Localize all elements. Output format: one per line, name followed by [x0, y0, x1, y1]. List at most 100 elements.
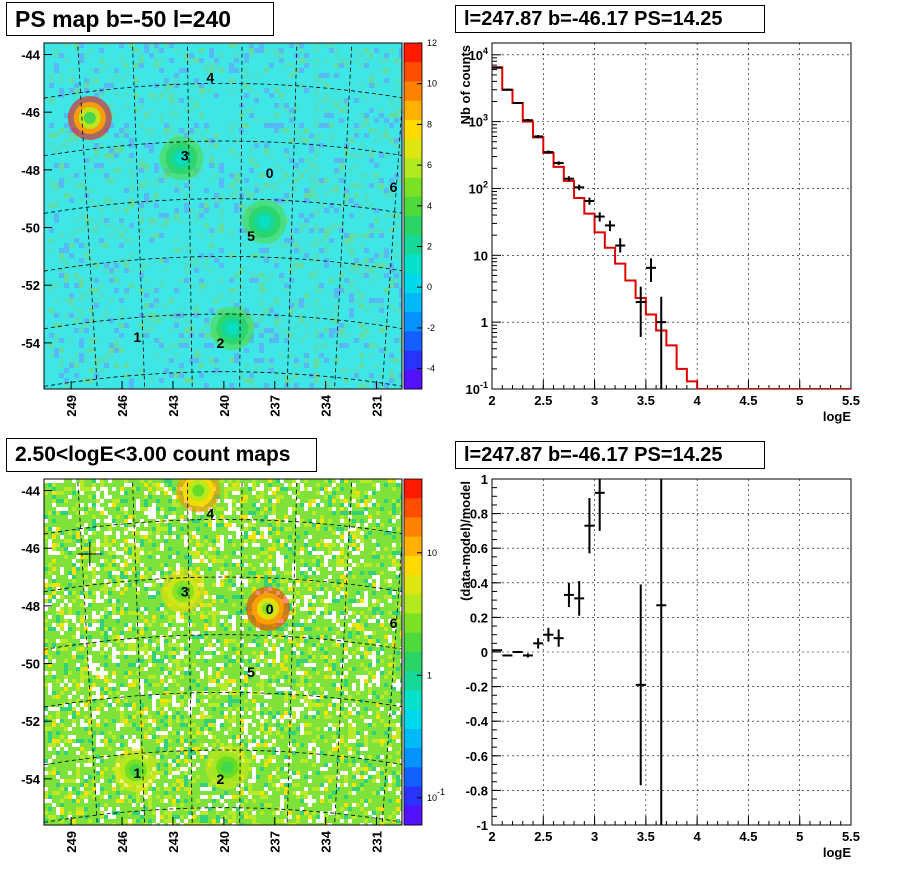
- map-pixel: [280, 715, 284, 719]
- map-pixel: [372, 779, 376, 783]
- map-pixel: [252, 483, 256, 487]
- map-pixel: [356, 547, 360, 551]
- map-pixel: [272, 783, 276, 787]
- colorbar-segment: [404, 100, 422, 121]
- y-tick-label: 10: [474, 248, 488, 263]
- map-pixel: [160, 647, 164, 651]
- map-pixel: [156, 727, 160, 731]
- map-pixel: [136, 591, 140, 595]
- map-pixel: [100, 743, 104, 747]
- map-pixel: [132, 743, 136, 747]
- map-pixel: [244, 539, 248, 543]
- map-pixel: [314, 123, 319, 128]
- map-pixel: [72, 619, 76, 623]
- map-pixel: [74, 283, 79, 288]
- map-pixel: [256, 535, 260, 539]
- map-pixel: [88, 583, 92, 587]
- map-pixel: [192, 519, 196, 523]
- map-pixel: [168, 711, 172, 715]
- map-pixel: [119, 348, 124, 353]
- map-pixel: [320, 639, 324, 643]
- map-pixel: [284, 238, 289, 243]
- map-pixel: [296, 671, 300, 675]
- map-pixel: [356, 535, 360, 539]
- map-pixel: [388, 599, 392, 603]
- map-pixel: [304, 138, 309, 143]
- map-pixel: [220, 479, 224, 483]
- map-pixel: [389, 368, 394, 373]
- map-pixel: [184, 751, 188, 755]
- map-pixel: [312, 695, 316, 699]
- map-pixel: [240, 643, 244, 647]
- map-pixel: [272, 491, 276, 495]
- map-pixel: [119, 58, 124, 63]
- map-pixel: [360, 511, 364, 515]
- map-pixel: [220, 723, 224, 727]
- map-pixel: [272, 571, 276, 575]
- map-pixel: [139, 183, 144, 188]
- map-pixel: [352, 611, 356, 615]
- map-pixel: [212, 723, 216, 727]
- map-pixel: [244, 527, 248, 531]
- map-pixel: [96, 711, 100, 715]
- map-pixel: [168, 499, 172, 503]
- map-pixel: [300, 799, 304, 803]
- map-pixel: [104, 218, 109, 223]
- map-pixel: [284, 153, 289, 158]
- map-pixel: [74, 48, 79, 53]
- map-pixel: [356, 531, 360, 535]
- map-pixel: [92, 647, 96, 651]
- map-pixel: [356, 595, 360, 599]
- map-pixel: [69, 358, 74, 363]
- map-pixel: [188, 531, 192, 535]
- map-pixel: [296, 523, 300, 527]
- map-pixel: [314, 313, 319, 318]
- map-pixel: [292, 775, 296, 779]
- map-pixel: [392, 511, 396, 515]
- map-pixel: [208, 567, 212, 571]
- map-pixel: [172, 639, 176, 643]
- map-pixel: [264, 695, 268, 699]
- map-pixel: [176, 563, 180, 567]
- map-pixel: [152, 631, 156, 635]
- map-pixel: [300, 635, 304, 639]
- map-pixel: [96, 739, 100, 743]
- map-pixel: [320, 591, 324, 595]
- map-pixel: [314, 63, 319, 68]
- map-pixel: [372, 739, 376, 743]
- map-pixel: [200, 787, 204, 791]
- map-pixel: [128, 739, 132, 743]
- map-pixel: [259, 343, 264, 348]
- map-pixel: [388, 479, 392, 483]
- map-pixel: [92, 795, 96, 799]
- map-pixel: [384, 323, 389, 328]
- map-pixel: [332, 531, 336, 535]
- x-tick-label: 2: [488, 393, 495, 408]
- ps-map-title: PS map b=-50 l=240: [6, 2, 274, 36]
- map-pixel: [169, 83, 174, 88]
- map-pixel: [329, 238, 334, 243]
- map-pixel: [204, 743, 208, 747]
- map-pixel: [59, 248, 64, 253]
- map-pixel: [148, 571, 152, 575]
- map-pixel: [340, 675, 344, 679]
- map-pixel: [374, 118, 379, 123]
- map-pixel: [148, 651, 152, 655]
- map-pixel: [400, 479, 402, 483]
- map-pixel: [124, 133, 129, 138]
- map-pixel: [384, 273, 389, 278]
- map-pixel: [216, 723, 220, 727]
- colorbar-tick-label: 6: [427, 160, 432, 170]
- map-pixel: [364, 511, 368, 515]
- map-pixel: [184, 783, 188, 787]
- map-pixel: [139, 333, 144, 338]
- map-pixel: [80, 563, 84, 567]
- map-pixel: [379, 178, 384, 183]
- map-pixel: [364, 248, 369, 253]
- map-pixel: [69, 243, 74, 248]
- map-pixel: [244, 791, 248, 795]
- map-pixel: [344, 188, 349, 193]
- map-pixel: [112, 719, 116, 723]
- map-pixel: [212, 595, 216, 599]
- map-pixel: [229, 253, 234, 258]
